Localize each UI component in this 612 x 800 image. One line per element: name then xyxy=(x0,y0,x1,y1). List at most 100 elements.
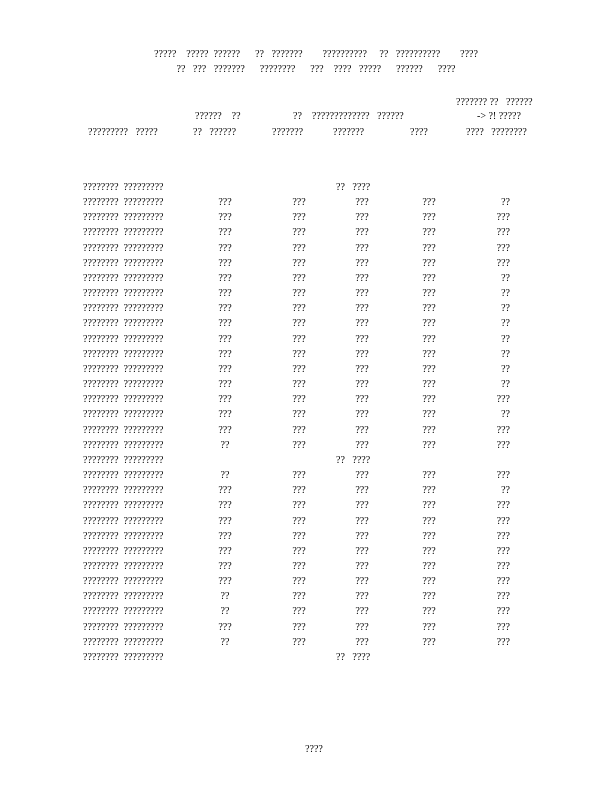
table-cell: ??? xyxy=(218,348,232,360)
table-cell: ?? xyxy=(501,348,510,360)
table-cell: ??? xyxy=(292,394,306,406)
row-label: ???????? ????????? xyxy=(83,470,164,482)
row-label: ???????? ????????? xyxy=(83,576,164,588)
table-cell: ??? xyxy=(355,288,369,300)
table-cell: ?? xyxy=(220,636,230,648)
row-label: ???????? ????????? xyxy=(83,621,164,633)
table-cell: ??? xyxy=(292,348,306,360)
table-cell: ??? xyxy=(496,470,510,482)
table-cell: ??? xyxy=(422,318,436,330)
table-cell: ??? xyxy=(218,257,232,269)
table-cell: ??? xyxy=(218,424,232,436)
table-cell: ??? xyxy=(218,197,232,209)
row-label: ???????? ????????? xyxy=(83,424,164,436)
table-cell: ??? xyxy=(292,257,306,269)
title-line-2: ?? ??? ??????? ???????? ??? ???? ????? ?… xyxy=(176,64,456,75)
table-cell: ??? xyxy=(292,576,306,588)
table-cell: ??? xyxy=(496,500,510,512)
row-label: ???????? ????????? xyxy=(83,333,164,345)
table-cell: ??? xyxy=(292,500,306,512)
table-cell: ??? xyxy=(218,530,232,542)
table-cell: ??? xyxy=(292,379,306,391)
row-label: ???????? ????????? xyxy=(83,439,164,451)
header-group-3-sub: -> ?! ????? xyxy=(477,111,521,122)
header-group-2: ?? ????????????? ?????? xyxy=(293,111,404,122)
table-cell: ??? xyxy=(355,257,369,269)
table-cell: ??? xyxy=(496,606,510,618)
column-header-2: ??????? xyxy=(272,127,304,138)
row-label: ???????? ????????? xyxy=(83,515,164,527)
table-cell: ?? xyxy=(501,318,510,330)
row-label: ???????? ????????? xyxy=(83,651,164,663)
table-cell: ??? xyxy=(292,545,306,557)
table-cell: ??? xyxy=(422,606,436,618)
header-group-3: ??????? ?? ?????? xyxy=(456,97,533,108)
table-cell: ??? xyxy=(355,515,369,527)
row-label: ???????? ????????? xyxy=(83,182,164,193)
page-number: ???? xyxy=(305,744,323,755)
row-label: ???????? ????????? xyxy=(83,485,164,497)
table-cell: ??? xyxy=(355,439,369,451)
table-cell: ??? xyxy=(292,621,306,633)
table-cell: ??? xyxy=(496,394,510,406)
table-cell: ?? xyxy=(501,303,510,315)
table-cell: ?? xyxy=(501,288,510,300)
table-cell: ??? xyxy=(355,227,369,239)
row-label: ???????? ????????? xyxy=(83,500,164,512)
table-cell: ??? xyxy=(292,439,306,451)
table-cell: ??? xyxy=(422,424,436,436)
table-cell: ??? xyxy=(422,621,436,633)
table-cell: ?? xyxy=(501,379,510,391)
table-cell: ??? xyxy=(355,333,369,345)
column-header-1: ?? ?????? xyxy=(193,127,237,138)
table-cell: ??? xyxy=(218,363,232,375)
table-cell: ??? xyxy=(422,212,436,224)
column-header-3: ??????? xyxy=(333,127,365,138)
table-cell: ??? xyxy=(218,545,232,557)
table-cell: ??? xyxy=(292,288,306,300)
table-cell: ??? xyxy=(422,333,436,345)
header-group-1: ?????? ?? xyxy=(195,111,241,122)
table-cell: ??? xyxy=(218,242,232,254)
row-label: ???????? ????????? xyxy=(83,561,164,572)
table-cell: ??? xyxy=(218,303,232,315)
table-cell: ?? xyxy=(220,439,230,451)
table-cell: ??? xyxy=(218,500,232,512)
table-cell: ??? xyxy=(422,591,436,603)
row-label: ???????? ????????? xyxy=(83,288,164,300)
row-span-text: ?? ???? xyxy=(336,651,371,663)
table-cell: ??? xyxy=(422,409,436,421)
row-label: ???????? ????????? xyxy=(83,212,164,224)
table-cell: ?? xyxy=(220,470,230,482)
table-cell: ??? xyxy=(292,272,306,284)
table-cell: ?? xyxy=(501,409,510,421)
table-cell: ??? xyxy=(496,242,510,254)
table-cell: ??? xyxy=(292,485,306,497)
table-cell: ??? xyxy=(422,197,436,209)
table-cell: ??? xyxy=(496,227,510,239)
table-cell: ??? xyxy=(355,500,369,512)
table-cell: ??? xyxy=(218,576,232,588)
table-cell: ??? xyxy=(218,272,232,284)
table-cell: ??? xyxy=(355,424,369,436)
table-cell: ??? xyxy=(422,394,436,406)
table-cell: ??? xyxy=(496,636,510,648)
table-cell: ?? xyxy=(501,272,510,284)
table-cell: ??? xyxy=(218,561,232,572)
table-cell: ??? xyxy=(292,561,306,572)
table-cell: ??? xyxy=(422,439,436,451)
table-cell: ??? xyxy=(422,242,436,254)
table-cell: ??? xyxy=(355,272,369,284)
table-cell: ??? xyxy=(422,257,436,269)
row-span-text: ?? ???? xyxy=(336,182,371,193)
table-cell: ??? xyxy=(292,363,306,375)
row-label: ???????? ????????? xyxy=(83,318,164,330)
table-cell: ??? xyxy=(292,515,306,527)
table-cell: ??? xyxy=(355,303,369,315)
table-cell: ??? xyxy=(292,470,306,482)
table-cell: ??? xyxy=(292,530,306,542)
row-span-text: ?? ???? xyxy=(336,454,371,466)
row-label: ???????? ????????? xyxy=(83,227,164,239)
table-cell: ??? xyxy=(292,197,306,209)
